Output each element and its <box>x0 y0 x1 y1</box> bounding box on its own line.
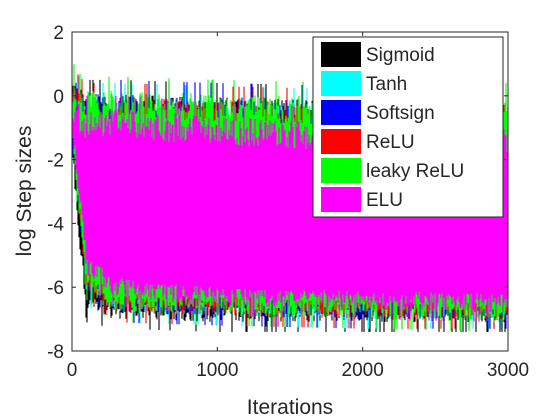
legend-item: Sigmoid <box>321 42 435 67</box>
legend-label: Sigmoid <box>366 45 435 66</box>
legend-swatch <box>321 129 361 154</box>
legend-item: Softsign <box>321 100 435 125</box>
x-tick-label: 0 <box>67 360 78 381</box>
y-tick-label: -4 <box>47 214 64 235</box>
legend-item: leaky ReLU <box>321 158 464 183</box>
y-axis-label: log Step sizes <box>13 126 36 257</box>
legend-swatch <box>321 42 361 67</box>
y-tick-label: -6 <box>47 278 64 299</box>
y-tick-label: 0 <box>53 87 64 108</box>
legend-swatch <box>321 71 361 96</box>
x-tick-label: 2000 <box>342 360 384 381</box>
legend-item: ReLU <box>321 129 415 154</box>
legend-label: Softsign <box>366 103 435 124</box>
legend-swatch <box>321 187 361 212</box>
legend-swatch <box>321 158 361 183</box>
legend-item: Tanh <box>321 71 407 96</box>
legend-label: ELU <box>366 190 403 211</box>
x-tick-label: 3000 <box>487 360 529 381</box>
x-axis-label: Iterations <box>247 396 333 419</box>
legend: Sigmoid Tanh Softsign ReLU leaky ReLU ELU <box>312 36 504 218</box>
y-tick-label: -8 <box>47 342 64 363</box>
legend-item: ELU <box>321 187 403 212</box>
y-tick-label: -2 <box>47 151 64 172</box>
x-tick-label: 1000 <box>196 360 238 381</box>
plot-frame <box>71 31 509 352</box>
y-tick-label: 2 <box>53 23 64 44</box>
legend-label: ReLU <box>366 132 415 153</box>
legend-swatch <box>321 100 361 125</box>
legend-label: Tanh <box>366 74 407 95</box>
axis-ticks: 0 1000 2000 3000 2 0 -2 -4 -6 -8 <box>47 23 529 381</box>
legend-label: leaky ReLU <box>366 161 464 182</box>
